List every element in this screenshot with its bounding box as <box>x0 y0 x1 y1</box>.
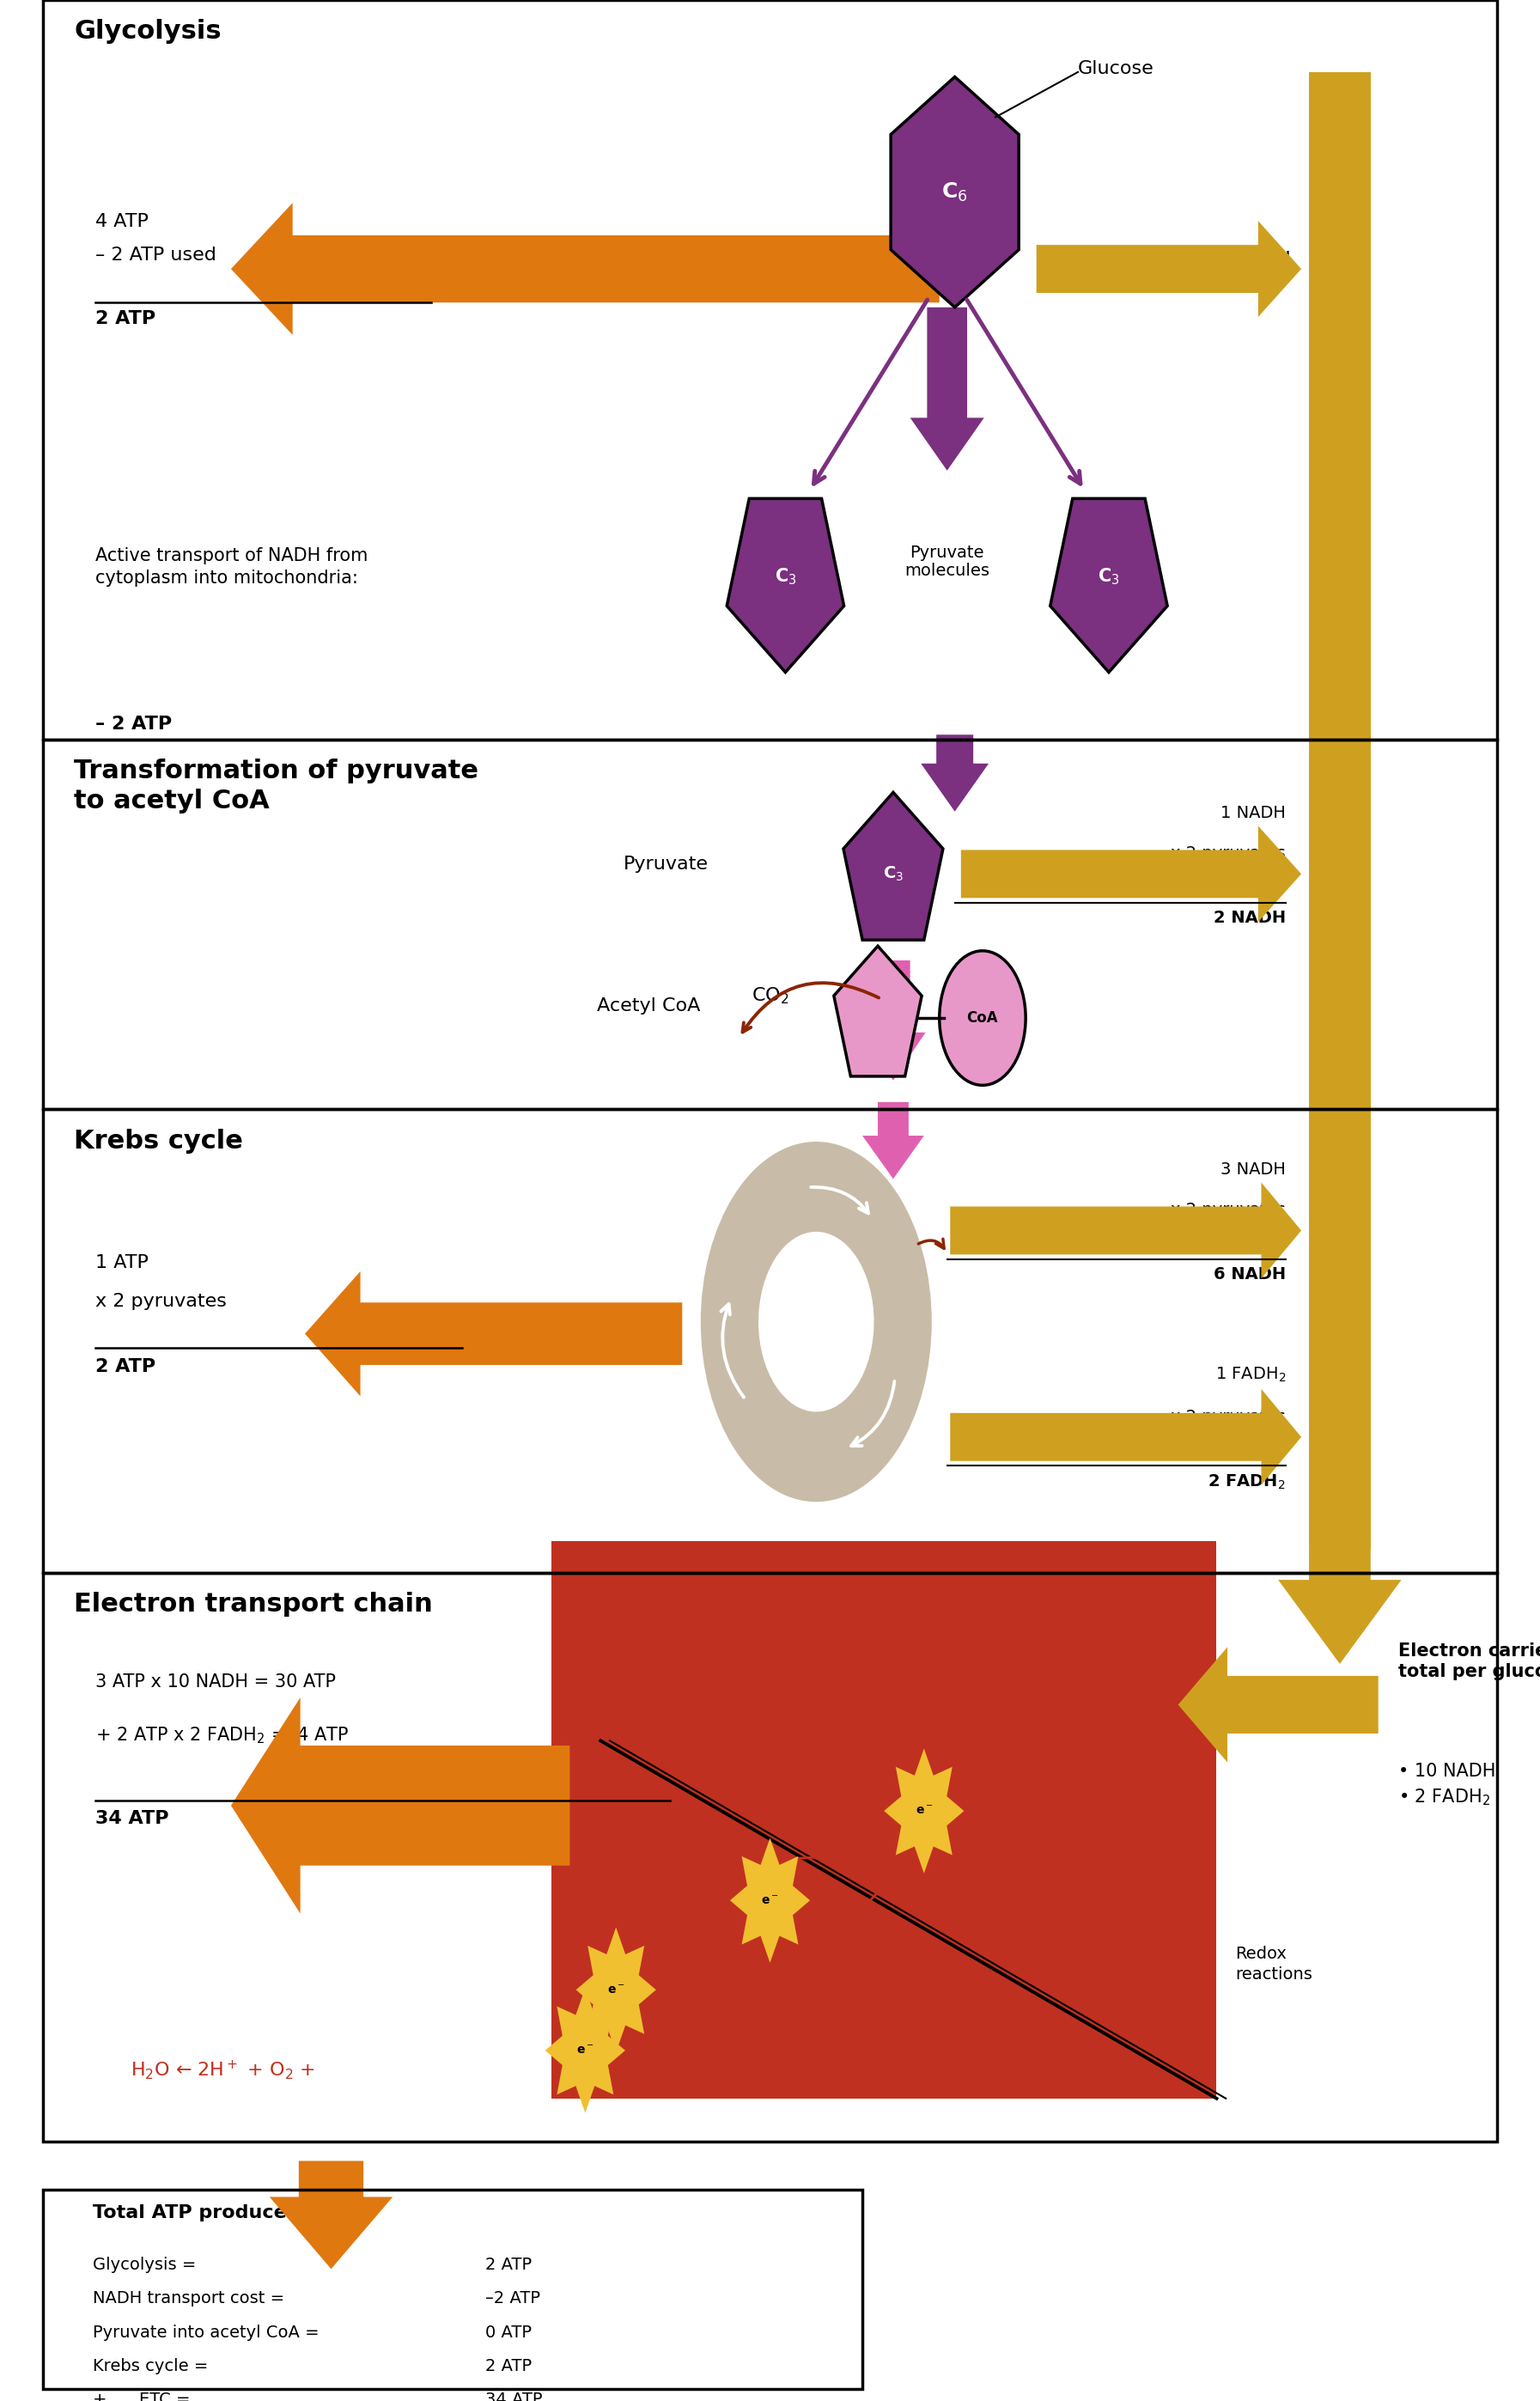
Bar <box>43 740 1497 1109</box>
Text: Glycolysis: Glycolysis <box>74 19 222 43</box>
Text: Active transport of NADH from
cytoplasm into mitochondria:: Active transport of NADH from cytoplasm … <box>95 547 368 586</box>
FancyArrow shape <box>950 1388 1301 1484</box>
Text: Krebs cycle =: Krebs cycle = <box>92 2358 208 2375</box>
Text: 2 ATP: 2 ATP <box>95 310 156 327</box>
Text: Electron transport chain: Electron transport chain <box>74 1592 433 1616</box>
Polygon shape <box>884 1748 964 1873</box>
Text: 2 ATP: 2 ATP <box>95 1359 156 1376</box>
Text: x 2 pyruvates: x 2 pyruvates <box>95 1292 226 1311</box>
Text: – 2 ATP: – 2 ATP <box>95 715 172 732</box>
Bar <box>718 1541 1217 1959</box>
Polygon shape <box>727 499 844 672</box>
Polygon shape <box>545 1988 625 2113</box>
FancyArrow shape <box>1178 1647 1378 1762</box>
Text: CO$_2$: CO$_2$ <box>752 987 788 1006</box>
Text: Krebs cycle: Krebs cycle <box>74 1128 243 1152</box>
FancyArrow shape <box>1036 221 1301 317</box>
Text: 2 NADH: 2 NADH <box>1214 910 1286 927</box>
Text: C$_3$: C$_3$ <box>882 864 904 884</box>
FancyArrow shape <box>270 2161 393 2269</box>
Text: Pyruvate: Pyruvate <box>624 855 708 874</box>
Bar <box>43 2190 862 2389</box>
Text: 2 ATP: 2 ATP <box>485 2257 531 2274</box>
Text: 4 ATP: 4 ATP <box>95 214 149 230</box>
Text: –2 ATP: –2 ATP <box>485 2291 541 2307</box>
Bar <box>43 1573 1497 2142</box>
Text: Transformation of pyruvate
to acetyl CoA: Transformation of pyruvate to acetyl CoA <box>74 759 479 814</box>
Text: C$_6$: C$_6$ <box>941 180 969 204</box>
Text: 3 NADH: 3 NADH <box>1221 1162 1286 1179</box>
Text: CoA: CoA <box>967 1011 998 1025</box>
Text: Redox
reactions: Redox reactions <box>1235 1947 1312 1983</box>
Text: + 2 ATP x 2 FADH$_2$ =  4 ATP: + 2 ATP x 2 FADH$_2$ = 4 ATP <box>95 1726 350 1746</box>
Bar <box>601 2010 1217 2098</box>
Bar <box>755 1921 1217 2098</box>
Circle shape <box>701 1143 932 1503</box>
Text: 1 FADH$_2$: 1 FADH$_2$ <box>1215 1366 1286 1383</box>
Text: 2 NADH: 2 NADH <box>1217 250 1291 269</box>
Text: e$^-$: e$^-$ <box>576 2043 594 2058</box>
Text: Pyruvate into acetyl CoA =: Pyruvate into acetyl CoA = <box>92 2324 319 2341</box>
FancyArrow shape <box>910 307 984 471</box>
Polygon shape <box>890 77 1019 307</box>
Text: +      ETC =: + ETC = <box>92 2391 189 2401</box>
Text: Pyruvate
molecules: Pyruvate molecules <box>904 545 990 579</box>
Text: 1 NADH: 1 NADH <box>1221 804 1286 821</box>
Text: 2 FADH$_2$: 2 FADH$_2$ <box>1207 1474 1286 1491</box>
Text: Glycolysis =: Glycolysis = <box>92 2257 196 2274</box>
Text: NADH transport cost =: NADH transport cost = <box>92 2291 283 2307</box>
Text: 34 ATP: 34 ATP <box>485 2391 542 2401</box>
FancyArrow shape <box>950 1184 1301 1277</box>
FancyArrow shape <box>862 1102 924 1179</box>
Text: – 2 ATP used: – 2 ATP used <box>95 247 217 264</box>
FancyArrow shape <box>231 204 939 334</box>
Bar <box>43 0 1497 740</box>
FancyArrow shape <box>305 1273 682 1397</box>
Text: C$_3$: C$_3$ <box>1098 567 1120 586</box>
Bar <box>884 1541 1217 1820</box>
FancyArrow shape <box>861 960 926 1080</box>
Text: H$_2$O ← 2H$^+$ + O$_2$ +: H$_2$O ← 2H$^+$ + O$_2$ + <box>131 2058 317 2082</box>
Polygon shape <box>1050 499 1167 672</box>
Text: x 2 pyruvates: x 2 pyruvates <box>1170 1203 1286 1220</box>
Bar <box>43 1109 1497 1573</box>
Text: x 2 pyruvates: x 2 pyruvates <box>1170 845 1286 862</box>
Circle shape <box>939 951 1026 1085</box>
Text: 2 ATP: 2 ATP <box>485 2358 531 2375</box>
FancyArrow shape <box>961 826 1301 922</box>
FancyArrow shape <box>1278 1549 1401 1664</box>
Circle shape <box>570 2026 601 2074</box>
Bar <box>551 1541 1217 2098</box>
Text: x 2 pyruvates: x 2 pyruvates <box>1170 1409 1286 1426</box>
Text: e$^-$: e$^-$ <box>607 1983 625 1995</box>
Text: 0 ATP: 0 ATP <box>485 2324 531 2341</box>
Polygon shape <box>844 792 942 941</box>
Text: 3 ATP x 10 NADH = 30 ATP: 3 ATP x 10 NADH = 30 ATP <box>95 1673 336 1690</box>
Polygon shape <box>576 1928 656 2053</box>
Text: Glucose: Glucose <box>1078 60 1153 77</box>
Bar <box>909 1830 1217 2098</box>
Text: Acetyl CoA: Acetyl CoA <box>598 996 701 1016</box>
Polygon shape <box>730 1839 810 1964</box>
Circle shape <box>909 1786 939 1837</box>
Text: 34 ATP: 34 ATP <box>95 1810 169 1827</box>
Text: C$_3$: C$_3$ <box>775 567 796 586</box>
Text: Electron carrier
total per glucose:: Electron carrier total per glucose: <box>1398 1642 1540 1681</box>
Circle shape <box>759 1232 875 1412</box>
Circle shape <box>601 1964 631 2014</box>
Bar <box>1050 1541 1217 1681</box>
FancyArrow shape <box>231 1698 570 1914</box>
Polygon shape <box>833 946 922 1076</box>
Circle shape <box>755 1875 785 1926</box>
Text: Total ATP produced:: Total ATP produced: <box>92 2204 308 2221</box>
Bar <box>1309 72 1371 1549</box>
Text: 6 NADH: 6 NADH <box>1214 1268 1286 1282</box>
Text: CO$_2$: CO$_2$ <box>962 1210 999 1229</box>
Bar <box>1063 1741 1217 2098</box>
Text: e$^-$: e$^-$ <box>761 1894 779 1906</box>
Text: e$^-$: e$^-$ <box>915 1806 933 1818</box>
Text: • 10 NADH
• 2 FADH$_2$: • 10 NADH • 2 FADH$_2$ <box>1398 1762 1495 1808</box>
FancyArrow shape <box>921 735 989 812</box>
Text: 1 ATP: 1 ATP <box>95 1253 149 1273</box>
